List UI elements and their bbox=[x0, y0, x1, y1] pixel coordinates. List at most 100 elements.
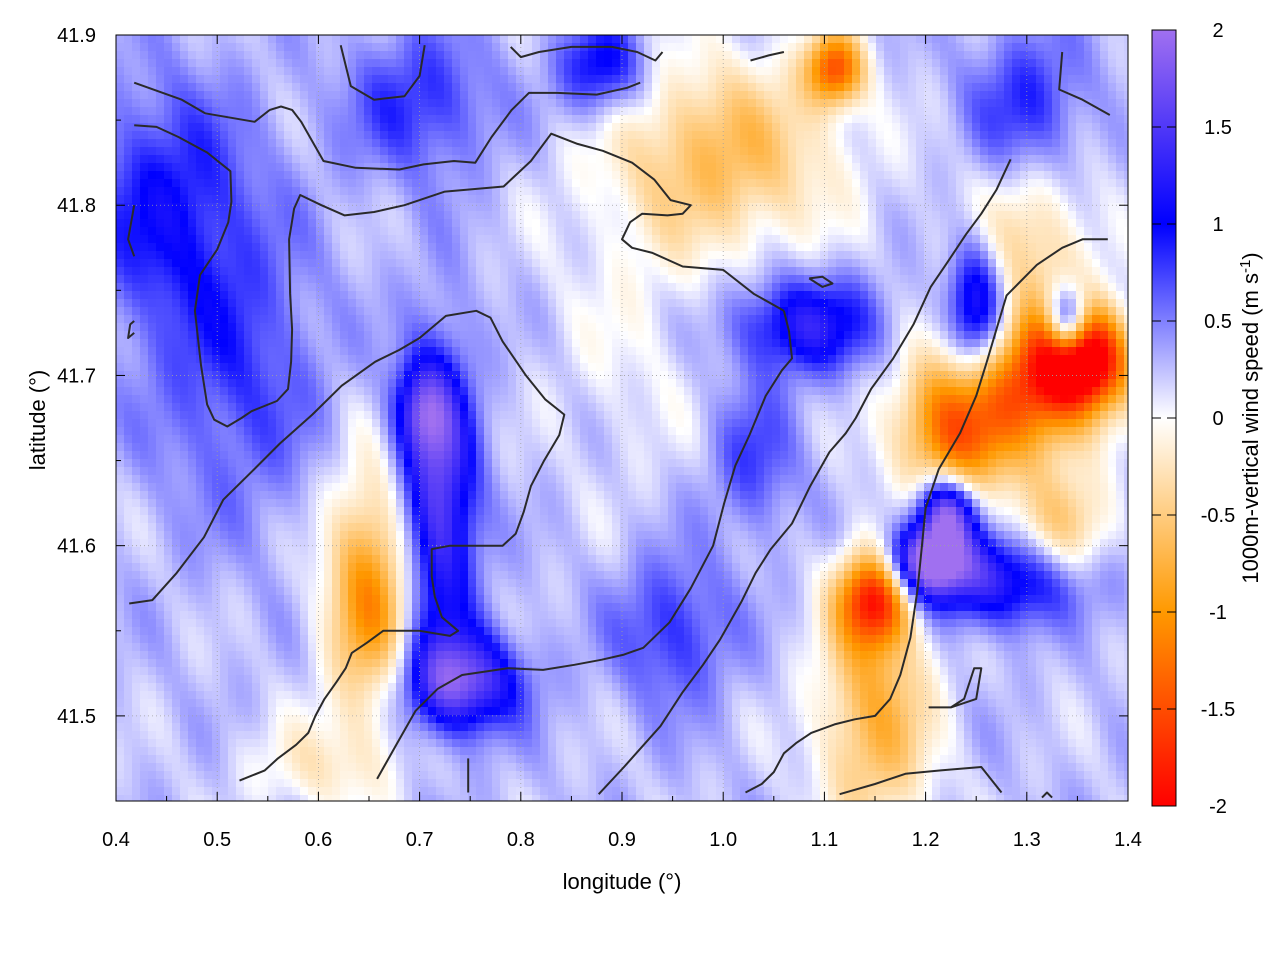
heatmap-cell bbox=[836, 131, 845, 140]
heatmap-cell bbox=[588, 123, 597, 132]
heatmap-cell bbox=[340, 315, 349, 324]
heatmap-cell bbox=[860, 147, 869, 156]
heatmap-cell bbox=[340, 331, 349, 340]
heatmap-cell bbox=[932, 179, 941, 188]
heatmap-cell bbox=[1100, 243, 1109, 252]
heatmap-cell bbox=[1092, 283, 1101, 292]
heatmap-cell bbox=[524, 75, 533, 84]
heatmap-cell bbox=[468, 299, 477, 308]
heatmap-cell bbox=[556, 259, 565, 268]
heatmap-cell bbox=[908, 35, 917, 44]
heatmap-cell bbox=[1004, 283, 1013, 292]
heatmap-cell bbox=[156, 43, 165, 52]
heatmap-cell bbox=[964, 179, 973, 188]
heatmap-cell bbox=[1012, 171, 1021, 180]
heatmap-cell bbox=[596, 251, 605, 260]
heatmap-cell bbox=[412, 315, 421, 324]
heatmap-cell bbox=[212, 115, 221, 124]
heatmap-cell bbox=[348, 219, 357, 228]
heatmap-cell bbox=[292, 51, 301, 60]
heatmap-cell bbox=[1004, 91, 1013, 100]
heatmap-cell bbox=[348, 331, 357, 340]
heatmap-cell bbox=[572, 235, 581, 244]
heatmap-cell bbox=[540, 243, 549, 252]
heatmap-cell bbox=[252, 187, 261, 196]
heatmap-cell bbox=[228, 187, 237, 196]
heatmap-cell bbox=[908, 163, 917, 172]
heatmap-cell bbox=[812, 315, 821, 324]
heatmap-cell bbox=[1004, 195, 1013, 204]
heatmap-cell bbox=[964, 67, 973, 76]
heatmap-cell bbox=[948, 51, 957, 60]
heatmap-cell bbox=[180, 83, 189, 92]
heatmap-cell bbox=[780, 259, 789, 268]
heatmap-cell bbox=[812, 107, 821, 116]
heatmap-cell bbox=[140, 315, 149, 324]
heatmap-cell bbox=[220, 347, 229, 356]
heatmap-cell bbox=[1124, 59, 1128, 68]
heatmap-cell bbox=[828, 115, 837, 124]
heatmap-cell bbox=[556, 123, 565, 132]
heatmap-cell bbox=[916, 195, 925, 204]
heatmap-cell bbox=[284, 115, 293, 124]
heatmap-cell bbox=[348, 275, 357, 284]
heatmap-cell bbox=[980, 195, 989, 204]
heatmap-cell bbox=[244, 83, 253, 92]
heatmap-cell bbox=[1124, 331, 1128, 340]
heatmap-cell bbox=[220, 315, 229, 324]
heatmap-cell bbox=[676, 171, 685, 180]
heatmap-cell bbox=[1068, 187, 1077, 196]
heatmap-cell bbox=[868, 59, 877, 68]
heatmap-cell bbox=[580, 107, 589, 116]
heatmap-cell bbox=[588, 83, 597, 92]
heatmap-cell bbox=[516, 315, 525, 324]
heatmap-cell bbox=[500, 59, 509, 68]
heatmap-cell bbox=[1036, 339, 1045, 348]
heatmap-cell bbox=[1108, 91, 1117, 100]
heatmap-cell bbox=[748, 219, 757, 228]
heatmap-cell bbox=[764, 83, 773, 92]
heatmap-cell bbox=[756, 299, 765, 308]
heatmap-cell bbox=[780, 235, 789, 244]
heatmap-cell bbox=[348, 59, 357, 68]
heatmap-cell bbox=[180, 131, 189, 140]
heatmap-cell bbox=[828, 291, 837, 300]
heatmap-cell bbox=[940, 179, 949, 188]
heatmap-cell bbox=[116, 283, 125, 292]
heatmap-cell bbox=[908, 227, 917, 236]
heatmap-cell bbox=[972, 43, 981, 52]
heatmap-cell bbox=[836, 307, 845, 316]
heatmap-cell bbox=[996, 291, 1005, 300]
heatmap-cell bbox=[844, 163, 853, 172]
heatmap-cell bbox=[572, 59, 581, 68]
heatmap-cell bbox=[628, 323, 637, 332]
heatmap-cell bbox=[596, 323, 605, 332]
heatmap-cell bbox=[452, 203, 461, 212]
heatmap-cell bbox=[772, 291, 781, 300]
heatmap-cell bbox=[596, 211, 605, 220]
heatmap-cell bbox=[636, 179, 645, 188]
heatmap-cell bbox=[828, 163, 837, 172]
heatmap-cell bbox=[1036, 35, 1045, 44]
heatmap-cell bbox=[124, 115, 133, 124]
heatmap-cell bbox=[1044, 211, 1053, 220]
heatmap-cell bbox=[516, 195, 525, 204]
heatmap-cell bbox=[868, 123, 877, 132]
heatmap-cell bbox=[1044, 259, 1053, 268]
heatmap-cell bbox=[788, 155, 797, 164]
heatmap-cell bbox=[220, 203, 229, 212]
heatmap-cell bbox=[700, 187, 709, 196]
heatmap-cell bbox=[980, 139, 989, 148]
heatmap-cell bbox=[228, 331, 237, 340]
heatmap-cell bbox=[652, 283, 661, 292]
heatmap-cell bbox=[1012, 155, 1021, 164]
heatmap-cell bbox=[1020, 251, 1029, 260]
heatmap-cell bbox=[188, 211, 197, 220]
heatmap-cell bbox=[772, 315, 781, 324]
heatmap-cell bbox=[772, 83, 781, 92]
heatmap-cell bbox=[980, 99, 989, 108]
heatmap-cell bbox=[1020, 115, 1029, 124]
heatmap-cell bbox=[684, 147, 693, 156]
heatmap-cell bbox=[844, 35, 853, 44]
heatmap-cell bbox=[1004, 251, 1013, 260]
